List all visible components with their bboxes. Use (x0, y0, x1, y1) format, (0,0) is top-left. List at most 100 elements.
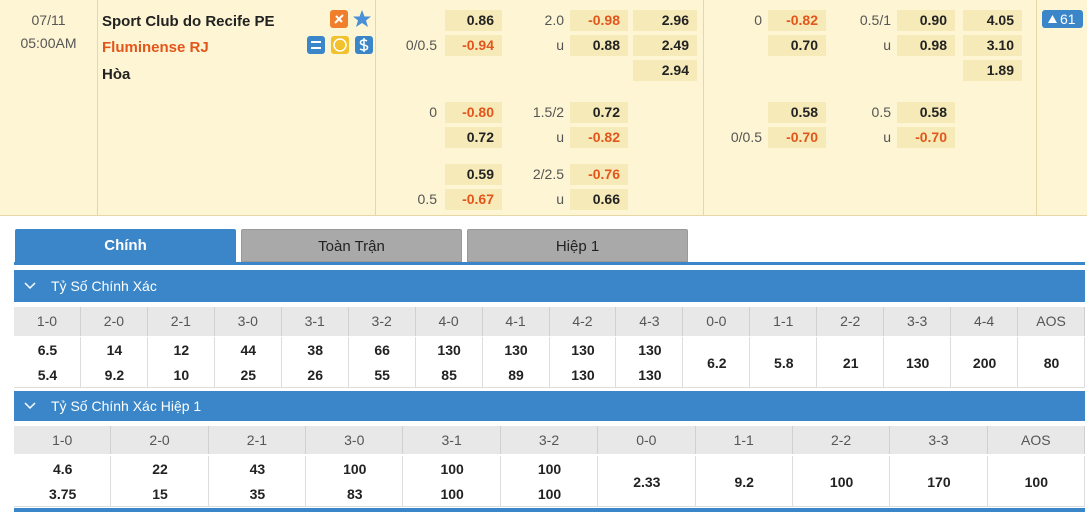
score-odds[interactable]: 130 (571, 342, 595, 358)
score-odds[interactable]: 200 (972, 354, 997, 371)
match-odds[interactable]: 1.89 (963, 59, 1022, 81)
over-under-odds[interactable]: 0.90 (897, 9, 955, 31)
more-button[interactable]: 61 (1042, 10, 1083, 28)
over-under-odds[interactable]: -0.70 (897, 126, 955, 148)
over-under-odds[interactable]: -0.98 (570, 9, 628, 31)
score-odds[interactable]: 15 (152, 486, 168, 502)
score-odds[interactable]: 38 (307, 342, 323, 358)
over-under-line: 1.5/2 (532, 103, 564, 120)
over-under-line: u (556, 128, 564, 145)
score-odds[interactable]: 100 (537, 486, 562, 502)
over-under-odds[interactable]: -0.82 (570, 126, 628, 148)
handicap-odds[interactable]: 0.58 (768, 101, 826, 123)
score-odds[interactable]: 100 (343, 461, 367, 477)
match-odds[interactable]: 2.49 (633, 34, 697, 56)
match-odds[interactable]: 4.05 (963, 9, 1022, 31)
over-under-odds[interactable]: 0.98 (897, 34, 955, 56)
score-odds[interactable]: 55 (374, 367, 390, 383)
score-odds[interactable]: 80 (1043, 354, 1060, 371)
score-odds[interactable]: 100 (829, 473, 854, 490)
score-odds[interactable]: 130 (638, 342, 662, 358)
handicap-odds[interactable]: -0.80 (445, 101, 502, 123)
match-odds[interactable]: 3.10 (963, 34, 1022, 56)
score-odds[interactable]: 14 (106, 342, 123, 358)
score-odds[interactable]: 44 (240, 342, 257, 358)
score-odds[interactable]: 6.5 (37, 342, 58, 358)
column-header: 3-0 (214, 307, 282, 336)
score-odds[interactable]: 130 (638, 367, 662, 383)
score-odds[interactable]: 25 (240, 367, 257, 383)
handicap-odds[interactable]: 0.72 (445, 126, 502, 148)
cell (482, 337, 550, 388)
over-under-odds[interactable]: 0.58 (897, 101, 955, 123)
score-odds[interactable]: 85 (441, 367, 457, 383)
cell (500, 456, 599, 507)
match-odds[interactable]: 2.94 (633, 59, 697, 81)
score-odds[interactable]: 22 (152, 461, 168, 477)
score-odds[interactable]: 130 (437, 342, 461, 358)
cell (890, 456, 988, 507)
score-odds[interactable]: 2.33 (633, 473, 661, 490)
handicap-odds[interactable]: -0.82 (768, 9, 826, 31)
score-odds[interactable]: 3.75 (49, 486, 77, 502)
tab[interactable]: Toàn Trận (241, 229, 462, 262)
section-header[interactable] (14, 270, 1085, 302)
section-header[interactable] (14, 391, 1085, 421)
score-odds[interactable]: 100 (440, 461, 464, 477)
score-odds[interactable]: 35 (249, 486, 266, 502)
icon-glyph (311, 41, 321, 43)
over-under-odds[interactable]: -0.76 (570, 163, 628, 185)
score-odds[interactable]: 43 (249, 461, 266, 477)
match-odds[interactable]: 2.96 (633, 9, 697, 31)
score-odds[interactable]: 4.6 (52, 461, 73, 477)
handicap-odds[interactable]: -0.70 (768, 126, 826, 148)
score-odds[interactable]: 89 (508, 367, 524, 383)
handicap-odds[interactable]: 0.70 (768, 34, 826, 56)
score-odds[interactable]: 6.2 (707, 354, 727, 371)
over-under-line: u (556, 36, 564, 53)
handicap-odds[interactable]: -0.67 (445, 188, 502, 210)
score-odds[interactable]: 130 (571, 367, 595, 383)
over-under-odds[interactable]: 0.66 (570, 188, 628, 210)
score-odds[interactable]: 9.2 (734, 473, 754, 490)
chevron-glyph (24, 402, 36, 410)
score-odds[interactable]: 26 (307, 367, 323, 383)
column-header: 2-0 (111, 426, 209, 454)
cell (750, 337, 818, 388)
favorite-icon[interactable] (353, 10, 371, 27)
home-team[interactable]: Sport Club do Recife PE (102, 13, 275, 30)
chevron[interactable] (24, 402, 36, 410)
away-team[interactable]: Fluminense RJ (102, 39, 209, 56)
handicap-odds[interactable]: 0.59 (445, 163, 502, 185)
score-odds[interactable]: 12 (173, 342, 190, 358)
score-odds[interactable]: 66 (374, 342, 390, 358)
cell (616, 337, 684, 388)
stats-icon[interactable] (307, 36, 325, 54)
score-odds[interactable]: 130 (504, 342, 528, 358)
over-under-line: u (556, 190, 564, 207)
arrow-icon (1048, 15, 1057, 23)
handicap-odds[interactable]: -0.94 (445, 34, 502, 56)
score-odds[interactable]: 100 (440, 486, 464, 502)
score-odds[interactable]: 83 (346, 486, 363, 502)
score-odds[interactable]: 100 (537, 461, 562, 477)
score-odds[interactable]: 21 (842, 354, 859, 371)
score-odds[interactable]: 9.2 (104, 367, 125, 383)
score-odds[interactable]: 5.4 (37, 367, 58, 383)
score-odds[interactable]: 100 (1024, 473, 1048, 490)
score-odds[interactable]: 10 (173, 367, 190, 383)
score-odds[interactable]: 170 (927, 473, 951, 490)
score-odds[interactable]: 5.8 (774, 354, 794, 371)
handicap-odds[interactable]: 0.86 (445, 9, 502, 31)
cell (549, 337, 617, 388)
tab-active[interactable]: Chính (15, 229, 236, 262)
column-header: 4-0 (415, 307, 483, 336)
column-header: 1-1 (695, 426, 793, 454)
chevron[interactable] (24, 282, 36, 290)
score-odds[interactable]: 130 (905, 354, 930, 371)
over-under-odds[interactable]: 0.72 (570, 101, 628, 123)
over-under-line: 0.5/1 (859, 11, 891, 28)
tab[interactable]: Hiệp 1 (467, 229, 688, 262)
over-under-odds[interactable]: 0.88 (570, 34, 628, 56)
